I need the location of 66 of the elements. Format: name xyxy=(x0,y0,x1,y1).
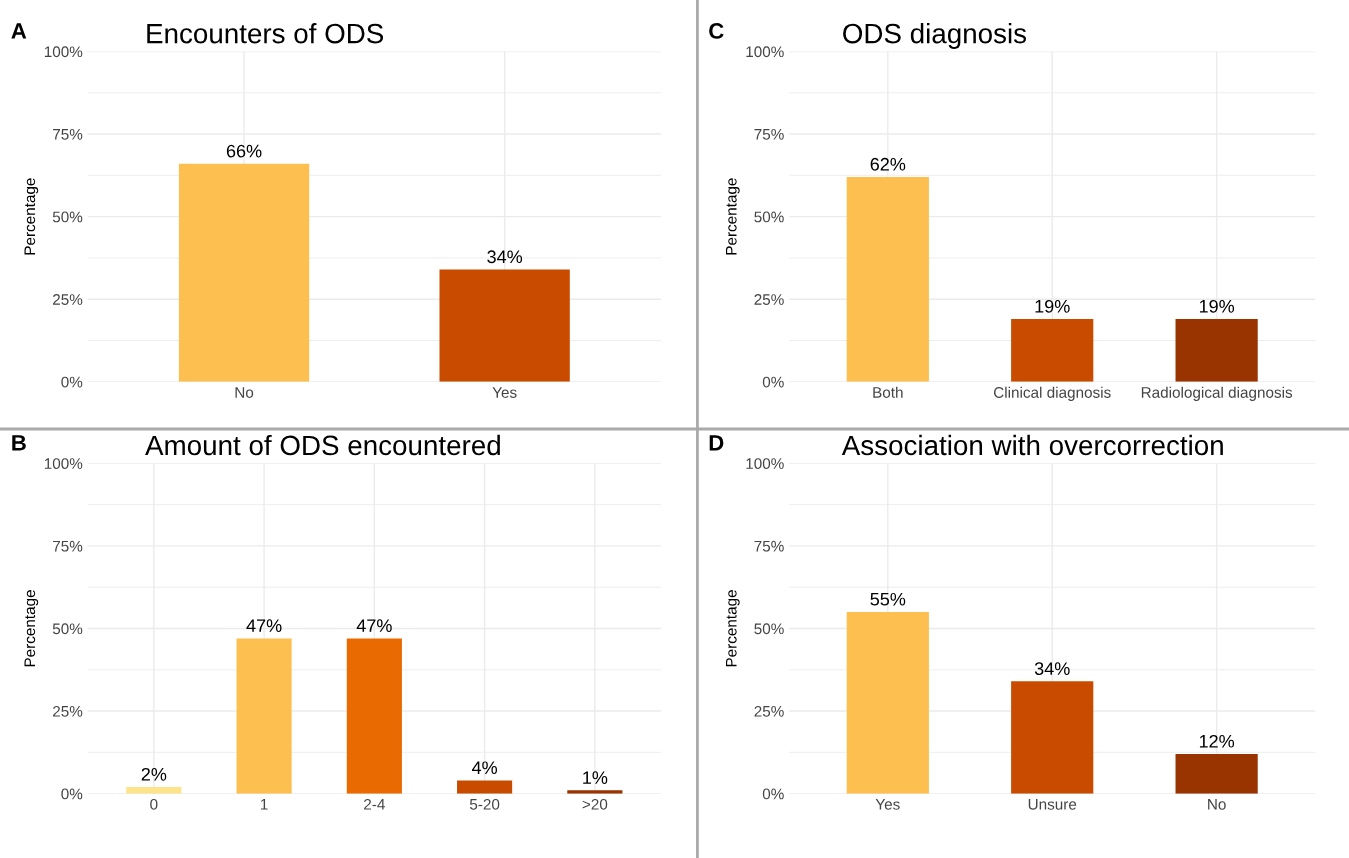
data-label: 47% xyxy=(356,619,392,632)
y-axis-title: Percentage xyxy=(725,178,740,255)
y-tick-label: 100% xyxy=(44,46,83,58)
chart-title: Association with overcorrection xyxy=(841,434,1223,456)
chart-title: ODS diagnosis xyxy=(843,23,1027,49)
x-tick-label: >20 xyxy=(582,798,608,810)
y-tick-label: 50% xyxy=(754,623,784,635)
x-tick-label: 5-20 xyxy=(469,798,500,810)
data-label: 2% xyxy=(141,767,167,781)
x-tick-label: Yes xyxy=(492,387,517,398)
y-tick-label: 50% xyxy=(52,623,83,635)
x-tick-label: No xyxy=(235,387,254,398)
data-label: 47% xyxy=(246,619,282,632)
data-label: 1% xyxy=(583,771,608,784)
y-tick-label: 25% xyxy=(53,705,83,717)
bar xyxy=(236,638,292,794)
data-label: 34% xyxy=(1034,662,1070,675)
y-tick-label: 50% xyxy=(52,211,83,223)
y-tick-label: 75% xyxy=(53,129,83,140)
x-tick-label: Yes xyxy=(875,799,900,810)
text: B xyxy=(12,435,26,451)
data-label: 62% xyxy=(870,157,906,171)
x-tick-label: 0 xyxy=(150,798,158,810)
y-tick-label: 0% xyxy=(762,788,784,800)
chart-title: Amount of ODS encountered xyxy=(145,434,500,456)
y-tick-label: 75% xyxy=(53,540,83,552)
y-tick-label: 100% xyxy=(746,46,784,58)
text: D xyxy=(709,435,724,451)
y-tick-label: 0% xyxy=(61,788,83,800)
x-tick-label: 1 xyxy=(261,799,268,810)
bar xyxy=(457,780,513,794)
data-label: 4% xyxy=(471,761,498,775)
x-tick-label: Radiological diagnosis xyxy=(1141,386,1293,401)
y-tick-label: 25% xyxy=(754,705,784,717)
y-tick-label: 0% xyxy=(61,376,83,388)
y-axis-title: Percentage xyxy=(24,590,39,667)
bar xyxy=(846,611,929,794)
x-tick-label: 2-4 xyxy=(364,798,385,810)
y-tick-label: 0% xyxy=(762,376,784,388)
data-label: 12% xyxy=(1199,734,1235,748)
y-axis-title: Percentage xyxy=(24,178,39,255)
x-tick-label: No xyxy=(1208,799,1226,810)
y-axis-title: Percentage xyxy=(725,590,740,667)
data-label: 66% xyxy=(226,144,262,158)
bar xyxy=(346,638,402,794)
bar xyxy=(1175,754,1258,794)
data-label: 19% xyxy=(1035,299,1070,313)
y-tick-label: 75% xyxy=(754,540,784,552)
text: C xyxy=(709,23,724,39)
y-tick-label: 25% xyxy=(53,294,83,305)
data-label: 55% xyxy=(870,592,906,606)
bar xyxy=(126,787,182,794)
text: A xyxy=(11,23,27,39)
data-label: 34% xyxy=(487,250,523,264)
chart-title: Encounters of ODS xyxy=(147,23,384,44)
y-tick-label: 100% xyxy=(44,458,83,470)
x-tick-label: Both xyxy=(873,386,903,398)
y-tick-label: 25% xyxy=(754,294,784,305)
data-label: 19% xyxy=(1199,299,1235,313)
y-tick-label: 50% xyxy=(754,211,784,223)
y-tick-label: 100% xyxy=(746,458,784,470)
bar xyxy=(567,790,623,794)
x-tick-label: Clinical diagnosis xyxy=(993,386,1111,401)
x-tick-label: Unsure xyxy=(1028,799,1077,810)
y-tick-label: 75% xyxy=(754,129,784,140)
bar xyxy=(1011,681,1094,794)
